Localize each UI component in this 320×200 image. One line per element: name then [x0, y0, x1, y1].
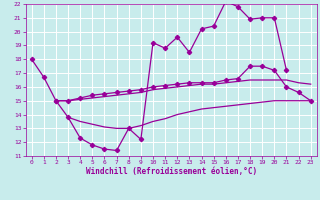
X-axis label: Windchill (Refroidissement éolien,°C): Windchill (Refroidissement éolien,°C): [86, 167, 257, 176]
